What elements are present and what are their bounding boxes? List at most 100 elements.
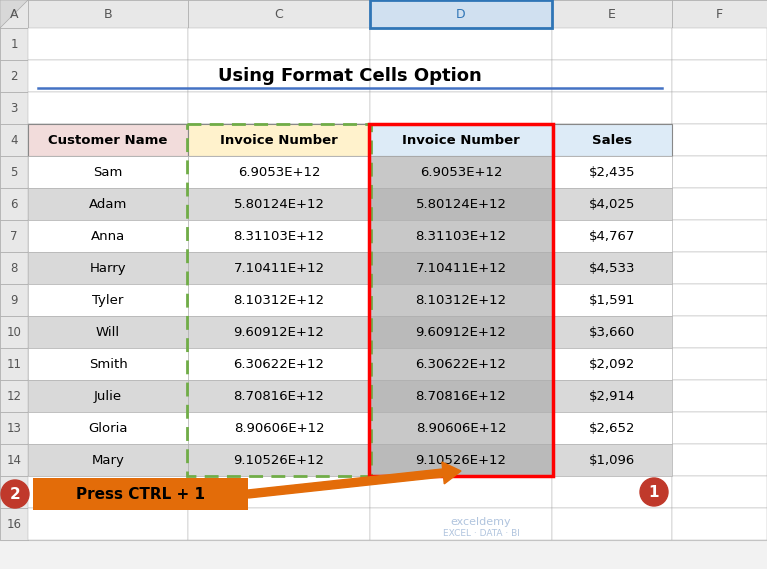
Bar [672, 220, 767, 252]
Bar [552, 252, 672, 284]
Bar [28, 124, 188, 156]
Bar [552, 60, 672, 92]
Text: 8: 8 [10, 262, 18, 274]
Bar [370, 188, 552, 220]
Bar [552, 476, 672, 508]
Bar [188, 60, 370, 92]
Text: $1,096: $1,096 [589, 453, 635, 467]
Bar [370, 380, 552, 412]
Bar [28, 124, 188, 156]
Bar [0, 284, 28, 316]
Text: Harry: Harry [90, 262, 127, 274]
Bar [188, 444, 370, 476]
Bar [370, 28, 552, 60]
Bar [188, 252, 370, 284]
Bar [552, 252, 672, 284]
Bar [188, 316, 370, 348]
Bar [28, 92, 188, 124]
Text: Will: Will [96, 325, 120, 339]
Bar [28, 156, 188, 188]
Text: C: C [275, 7, 283, 20]
Bar [672, 380, 767, 412]
Bar [28, 220, 188, 252]
Bar [188, 380, 370, 412]
Bar [28, 188, 188, 220]
Text: Sales: Sales [592, 134, 632, 146]
Bar [552, 444, 672, 476]
Text: EXCEL · DATA · BI: EXCEL · DATA · BI [443, 530, 519, 538]
Bar [28, 444, 188, 476]
Bar [28, 316, 188, 348]
Bar [0, 316, 28, 348]
Bar [188, 348, 370, 380]
Bar [370, 316, 552, 348]
FancyArrow shape [248, 462, 461, 498]
Text: $1,591: $1,591 [589, 294, 635, 307]
Bar [370, 348, 552, 380]
Text: Invoice Number: Invoice Number [402, 134, 520, 146]
Bar [28, 0, 188, 28]
Bar [370, 220, 552, 252]
Bar [0, 220, 28, 252]
Bar [28, 284, 188, 316]
Bar [370, 348, 552, 380]
Text: 10: 10 [7, 325, 21, 339]
Bar [0, 252, 28, 284]
Bar [187, 124, 371, 476]
Text: 14: 14 [6, 453, 21, 467]
Text: 8.10312E+12: 8.10312E+12 [416, 294, 506, 307]
Bar [188, 124, 370, 156]
Bar [552, 316, 672, 348]
Bar [552, 156, 672, 188]
Bar [552, 412, 672, 444]
Bar [188, 444, 370, 476]
Text: 15: 15 [7, 485, 21, 498]
Bar [672, 156, 767, 188]
Bar [33, 478, 248, 510]
Text: 2: 2 [10, 486, 21, 501]
Bar [28, 444, 188, 476]
Bar [672, 28, 767, 60]
Bar [370, 252, 552, 284]
Text: 4: 4 [10, 134, 18, 146]
Text: 6.9053E+12: 6.9053E+12 [420, 166, 502, 179]
Bar [0, 348, 28, 380]
Text: 3: 3 [10, 101, 18, 114]
Bar [552, 188, 672, 220]
Bar [0, 92, 28, 124]
Bar [370, 252, 552, 284]
Bar [672, 476, 767, 508]
Bar [552, 124, 672, 156]
Bar [28, 60, 188, 92]
Bar [672, 444, 767, 476]
Bar [188, 156, 370, 188]
Text: 16: 16 [6, 517, 21, 530]
Bar [188, 476, 370, 508]
Text: E: E [608, 7, 616, 20]
Text: 9.60912E+12: 9.60912E+12 [416, 325, 506, 339]
Text: $2,092: $2,092 [589, 357, 635, 370]
Text: Adam: Adam [89, 197, 127, 211]
Bar [370, 412, 552, 444]
Bar [552, 188, 672, 220]
Bar [552, 220, 672, 252]
Bar [672, 252, 767, 284]
Bar [552, 284, 672, 316]
Bar [370, 412, 552, 444]
Bar [188, 0, 370, 28]
Bar [188, 508, 370, 540]
Bar [0, 0, 28, 28]
Bar [188, 188, 370, 220]
Bar [370, 220, 552, 252]
Text: D: D [456, 7, 466, 20]
Bar [28, 28, 188, 60]
Text: B: B [104, 7, 112, 20]
Text: 7: 7 [10, 229, 18, 242]
Text: 8.70816E+12: 8.70816E+12 [234, 390, 324, 402]
Text: Sam: Sam [94, 166, 123, 179]
Text: 9: 9 [10, 294, 18, 307]
Text: 9.10526E+12: 9.10526E+12 [233, 453, 324, 467]
Bar [672, 0, 767, 28]
Text: 6: 6 [10, 197, 18, 211]
Bar [188, 412, 370, 444]
